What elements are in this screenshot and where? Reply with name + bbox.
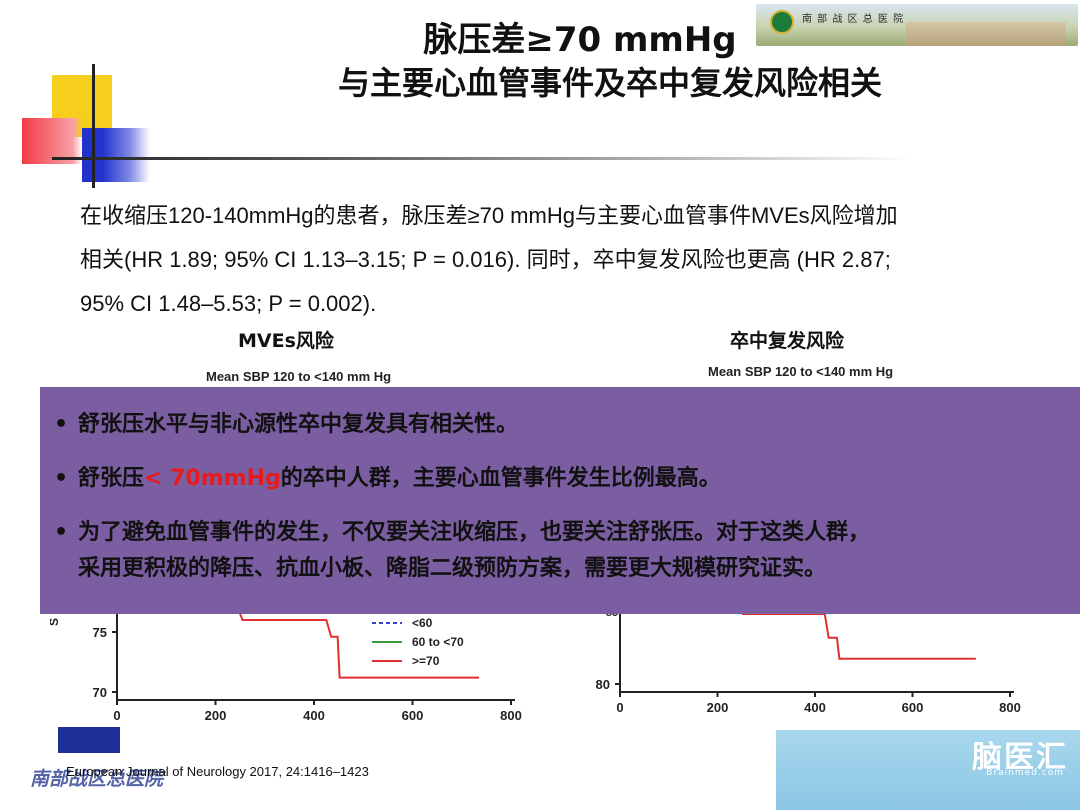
watermark-logo: 脑医汇 Brainmed.com bbox=[776, 730, 1080, 810]
x-tick-label: 200 bbox=[707, 700, 729, 715]
small-hospital-logo bbox=[58, 727, 120, 753]
watermark-subtext: Brainmed.com bbox=[986, 768, 1064, 778]
y-tick-label: 80 bbox=[596, 677, 610, 692]
bullet-text-pre: 舒张压 bbox=[78, 466, 145, 491]
paragraph-line: 在收缩压120-140mmHg的患者，脉压差≥70 mmHg与主要心血管事件MV… bbox=[80, 203, 898, 228]
bullet-text-highlight: < 70mmHg bbox=[144, 466, 281, 491]
paragraph-line: 相关(HR 1.89; 95% CI 1.13–3.15; P = 0.016)… bbox=[80, 247, 891, 272]
decor-red-square bbox=[22, 118, 82, 164]
x-tick-label: 0 bbox=[113, 708, 120, 723]
bullet-text: 舒张压水平与非心源性卒中复发具有相关性。 bbox=[78, 412, 519, 437]
y-tick-label: 75 bbox=[93, 625, 107, 640]
decor-horizontal-line bbox=[52, 157, 912, 160]
slide-title-line1: 脉压差≥70 mmHg bbox=[423, 20, 737, 60]
x-tick-label: 600 bbox=[402, 708, 424, 723]
series-line-ge70 bbox=[236, 607, 479, 679]
left-chart-subtitle: Mean SBP 120 to <140 mm Hg bbox=[206, 369, 392, 384]
left-km-chart: 0 200 400 600 800 70 75 <60 60 to <70 >=70 S bbox=[50, 600, 522, 723]
banner-hospital-name: 南 部 战 区 总 医 院 bbox=[802, 14, 905, 25]
x-tick-label: 800 bbox=[999, 700, 1021, 715]
paragraph-line: 95% CI 1.48–5.53; P = 0.002). bbox=[80, 291, 377, 316]
journal-citation: European Journal of Neurology 2017, 24:1… bbox=[66, 764, 369, 779]
bullet-text: 采用更积极的降压、抗血小板、降脂二级预防方案，需要更大规模研究证实。 bbox=[78, 556, 827, 581]
y-tick-label: 70 bbox=[93, 685, 107, 700]
legend-label: <60 bbox=[412, 616, 433, 630]
banner-building-image bbox=[906, 22, 1066, 46]
bullet-dot-icon: • bbox=[53, 412, 69, 437]
left-chart-title: MVEs风险 bbox=[238, 330, 334, 352]
x-tick-label: 800 bbox=[500, 708, 522, 723]
summary-paragraph: 在收缩压120-140mmHg的患者，脉压差≥70 mmHg与主要心血管事件MV… bbox=[80, 194, 1030, 326]
bullet-text: 为了避免血管事件的发生，不仅要关注收缩压，也要关注舒张压。对于这类人群， bbox=[78, 520, 871, 545]
x-tick-label: 200 bbox=[205, 708, 227, 723]
conclusion-box: • 舒张压水平与非心源性卒中复发具有相关性。 • 舒张压< 70mmHg的卒中人… bbox=[40, 387, 1080, 614]
right-chart-subtitle: Mean SBP 120 to <140 mm Hg bbox=[708, 364, 894, 379]
decor-vertical-line bbox=[92, 64, 95, 188]
bullet-dot-icon: • bbox=[53, 520, 69, 545]
y-axis-label-fragment: S bbox=[50, 618, 61, 626]
legend-label: >=70 bbox=[412, 654, 440, 668]
x-tick-label: 400 bbox=[303, 708, 325, 723]
bullet-dot-icon: • bbox=[53, 466, 69, 491]
series-line-main bbox=[741, 613, 976, 660]
x-tick-label: 400 bbox=[804, 700, 826, 715]
slide-title-line2: 与主要心血管事件及卒中复发风险相关 bbox=[337, 64, 882, 102]
x-tick-label: 600 bbox=[902, 700, 924, 715]
hospital-banner: 南 部 战 区 总 医 院 bbox=[756, 4, 1078, 46]
bullet-text: 舒张压< 70mmHg的卒中人群，主要心血管事件发生比例最高。 bbox=[78, 461, 721, 497]
hospital-emblem-icon bbox=[770, 10, 794, 34]
footer-hospital-name: 南部战区总医院 bbox=[30, 768, 164, 790]
legend-label: 60 to <70 bbox=[412, 635, 464, 649]
x-tick-label: 0 bbox=[616, 700, 623, 715]
right-km-chart: 02004006008008085 bbox=[596, 600, 1021, 715]
right-chart-title: 卒中复发风险 bbox=[730, 330, 845, 352]
bullet-text-post: 的卒中人群，主要心血管事件发生比例最高。 bbox=[280, 466, 721, 491]
watermark-text: 脑医汇 bbox=[972, 740, 1068, 775]
